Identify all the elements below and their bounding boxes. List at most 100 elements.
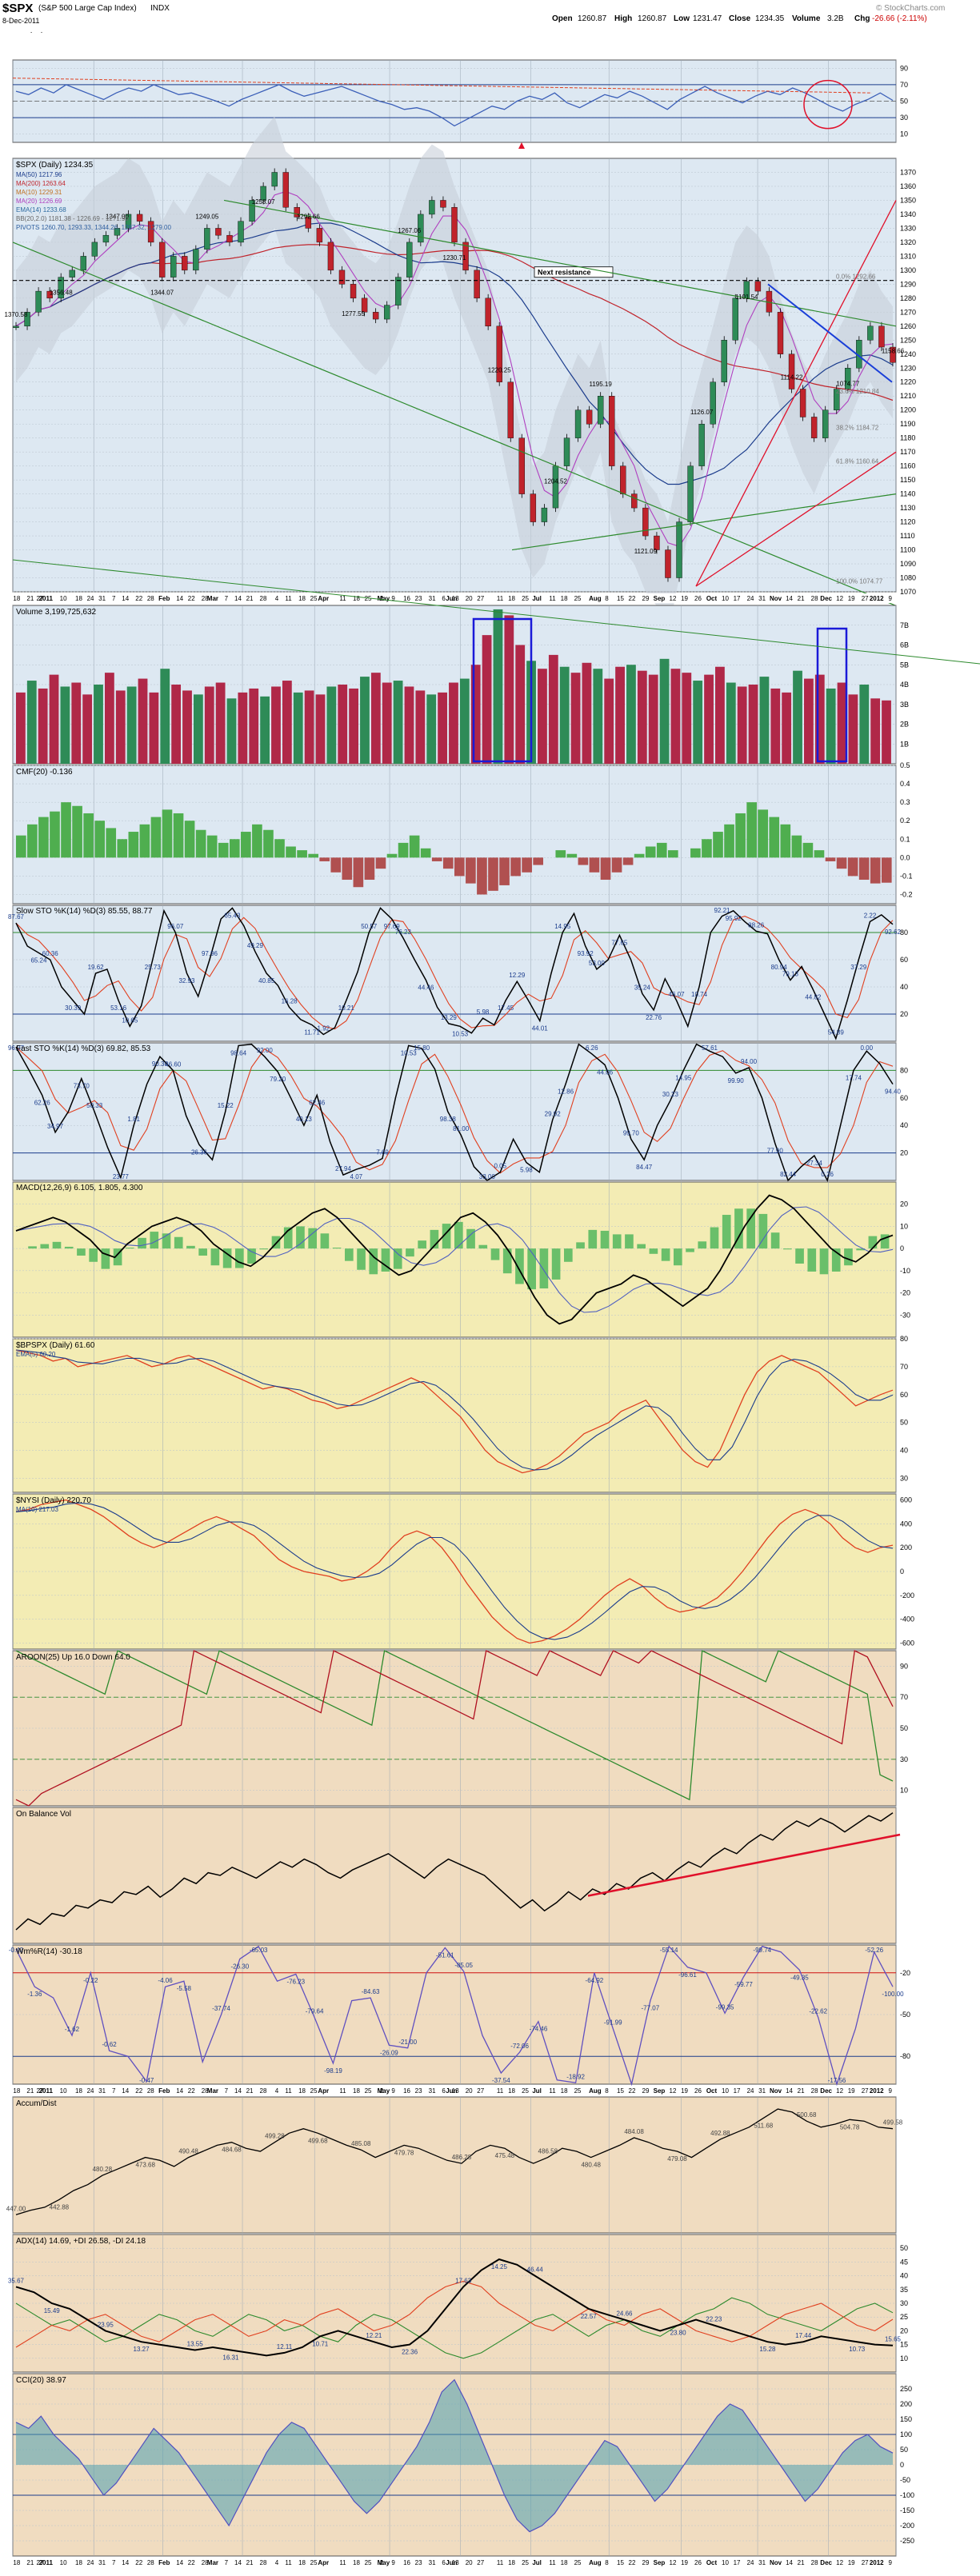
xaxis-willr-label-2: 27 <box>37 2087 44 2095</box>
xaxis-willr-label-40: 11 <box>497 2087 504 2095</box>
candle-body-24 <box>282 172 289 208</box>
candle-body-50 <box>574 409 582 438</box>
xaxis-bottom-label-51: 29 <box>642 2559 650 2566</box>
xaxis-willr-label-37: 20 <box>466 2087 473 2095</box>
faststo-label-29: 44.06 <box>597 1069 614 1076</box>
price-tick-28: 1090 <box>900 560 916 568</box>
macd-histogram-8 <box>113 1248 122 1266</box>
volume-bar-1 <box>26 681 37 764</box>
adx-tick-8: 10 <box>900 2354 908 2362</box>
volume-tick-0: 7B <box>900 621 909 629</box>
accum-label-6: 499.28 <box>265 2133 285 2140</box>
volume-tick-5: 2B <box>900 721 909 729</box>
cmf-tick-0: 0.5 <box>900 761 910 769</box>
slowsto-label-36: 92.21 <box>714 907 730 914</box>
faststo-label-33: 14.95 <box>675 1074 692 1081</box>
xaxis-bottom-label-44: 11 <box>549 2559 556 2566</box>
macd-histogram-39 <box>490 1248 500 1260</box>
cmf-bar-54 <box>622 857 634 865</box>
xaxis-bottom-label-21: 4 <box>275 2559 279 2566</box>
xaxis-willr-label-61: Nov <box>770 2087 782 2095</box>
xaxis-willr-label-20: 28 <box>260 2087 267 2095</box>
willr-tick-1: -50 <box>900 2011 910 2019</box>
willr-label-0: -0.42 <box>9 1947 24 1954</box>
cmf-tick-3: 0.2 <box>900 817 910 825</box>
xaxis-price-label-42: 25 <box>522 595 529 602</box>
macd-histogram-5 <box>77 1248 86 1256</box>
xaxis-willr-label-60: 31 <box>758 2087 766 2095</box>
price-tick-8: 1290 <box>900 280 916 288</box>
cci-tick-8: -150 <box>900 2506 914 2514</box>
candle-body-78 <box>890 346 896 363</box>
slowsto-label-29: 93.92 <box>578 950 594 957</box>
fib-label-3: 61.8% 1160.64 <box>836 458 879 465</box>
slowsto-label-40: 79.13 <box>782 971 799 978</box>
xaxis-willr-label-50: 22 <box>629 2087 636 2095</box>
xaxis-price-label-32: 23 <box>415 595 422 602</box>
volume-bar-10 <box>126 686 137 764</box>
adx-label-20: 15.65 <box>885 2336 902 2343</box>
willr-label-16: -21.00 <box>398 2039 417 2046</box>
bpspx-tick-4: 40 <box>900 1447 908 1455</box>
price-tick-11: 1260 <box>900 322 916 330</box>
volume-bar-73 <box>826 688 836 764</box>
volume-bar-18 <box>215 682 226 764</box>
chart-date: 8-Dec-2011 <box>2 17 40 25</box>
xaxis-willr-label-8: 7 <box>112 2087 116 2095</box>
faststo-label-13: 79.20 <box>270 1076 286 1083</box>
candle-body-54 <box>620 465 626 494</box>
xaxis-bottom-label-28: 25 <box>365 2559 372 2566</box>
volume-bar-19 <box>226 698 237 764</box>
slowsto-label-26: 12.29 <box>509 972 526 979</box>
candle-body-16 <box>193 249 199 271</box>
willr-label-4: -0.62 <box>102 2041 117 2048</box>
faststo-tick-3: 20 <box>900 1149 908 1157</box>
slowsto-label-30: 53.00 <box>589 960 606 967</box>
xaxis-price-label-57: 10 <box>722 595 729 602</box>
bollinger-band <box>16 116 893 634</box>
xaxis-price-label-23: 18 <box>298 595 306 602</box>
xaxis-willr-label-15: 28 <box>202 2087 209 2095</box>
adx-line <box>15 2258 894 2357</box>
xaxis-bottom-label-46: 25 <box>574 2559 582 2566</box>
slowsto-tick-1: 60 <box>900 956 908 964</box>
nysi-ma <box>15 1502 894 1640</box>
price-tick-22: 1150 <box>900 476 915 484</box>
volume-bar-37 <box>426 694 437 764</box>
adx-plus-di <box>15 2297 894 2359</box>
price-tick-15: 1220 <box>900 378 916 386</box>
price-tick-20: 1170 <box>900 448 915 456</box>
cmf-tick-1: 0.4 <box>900 780 910 788</box>
xaxis-price-label-70: 9 <box>888 595 892 602</box>
macd-histogram-17 <box>222 1248 232 1268</box>
macd-histogram-38 <box>478 1244 488 1249</box>
candle-body-0 <box>13 325 19 329</box>
slowsto-label-41: 44.82 <box>805 993 822 1000</box>
volume-highlight-dec <box>816 627 848 763</box>
candle-body-14 <box>170 256 177 278</box>
volume-bar-30 <box>349 688 358 764</box>
volume-bar-52 <box>593 669 603 764</box>
xaxis-willr-label-48: 8 <box>605 2087 609 2095</box>
willr-label-9: -26.30 <box>230 1963 249 1970</box>
xaxis-price-label-36: 13 <box>452 595 459 602</box>
macd-histogram-1 <box>28 1246 37 1249</box>
macd-tick-0: 20 <box>900 1200 908 1208</box>
faststo-label-25: 5.98 <box>520 1167 533 1174</box>
price-annotation-11: 1204.52 <box>544 478 567 485</box>
price-annotation-13: 1121.09 <box>634 548 658 555</box>
slowsto-label-16: 1.92 <box>318 1025 330 1032</box>
faststo-label-27: 12.86 <box>558 1088 574 1096</box>
cmf-bar-5 <box>72 805 82 858</box>
candle-body-27 <box>316 228 323 243</box>
xaxis-bottom-label-58: 17 <box>734 2559 741 2566</box>
xaxis-willr-label-39: Jun <box>446 2087 457 2095</box>
cmf-bar-14 <box>173 813 184 858</box>
xaxis-willr-label-12: Feb <box>158 2087 170 2095</box>
xaxis-willr-label-7: 31 <box>98 2087 106 2095</box>
xaxis-bottom-label-0: 18 <box>13 2559 20 2566</box>
faststo-label-37: 77.90 <box>767 1148 784 1155</box>
volume-bar-59 <box>670 669 681 764</box>
cmf-bar-46 <box>533 857 544 865</box>
candle-body-5 <box>69 270 75 278</box>
